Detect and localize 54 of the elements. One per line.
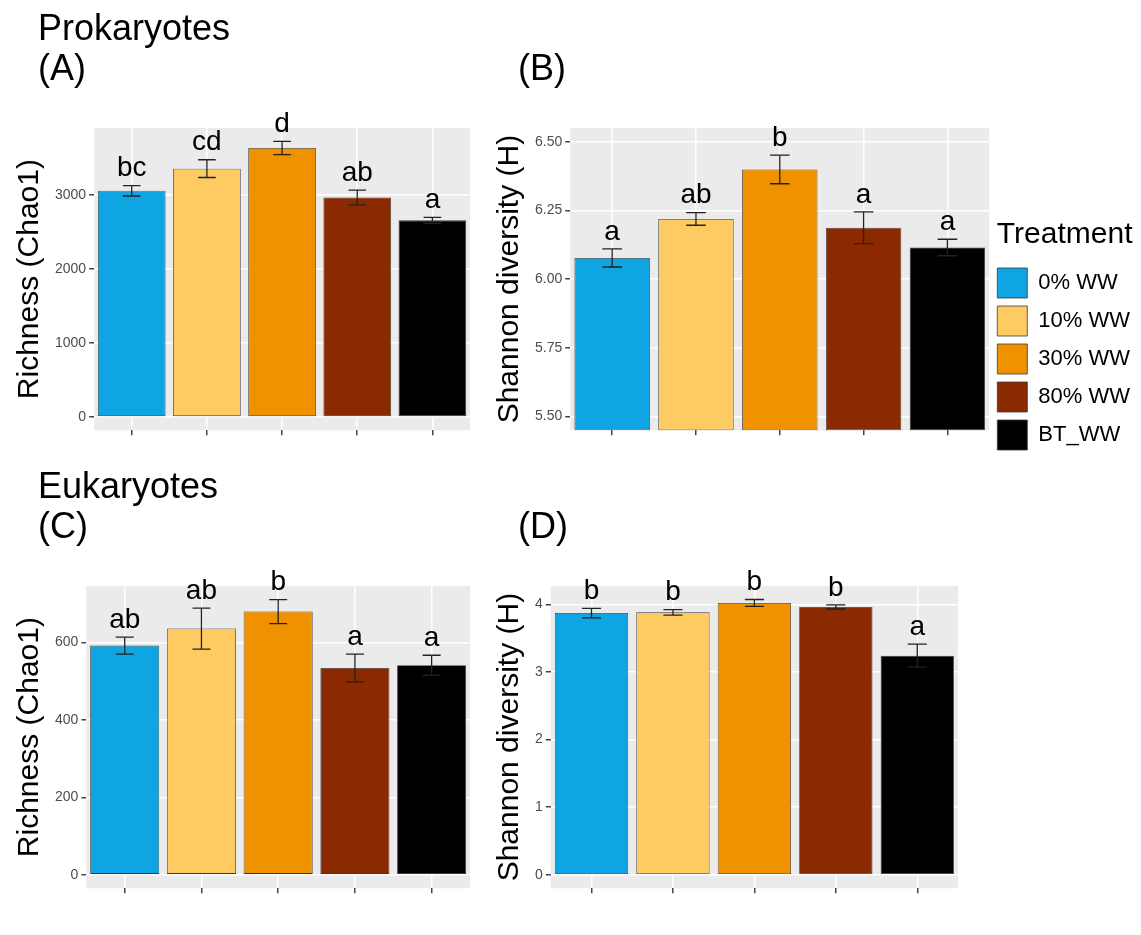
data-label: ab <box>185 573 218 605</box>
y-tick-label: 5.50 <box>535 407 563 424</box>
y-tick-label: 0 <box>70 865 79 882</box>
y-tick-label: 0 <box>534 865 543 882</box>
y-tick-label: 6.25 <box>535 201 563 218</box>
chart-title: Eukaryotes <box>38 465 219 506</box>
y-tick-label: 6.00 <box>535 269 563 286</box>
data-label: a <box>604 214 621 246</box>
chart-title: (B) <box>518 47 566 88</box>
y-tick-label: 1 <box>534 797 543 814</box>
data-label: b <box>270 565 286 597</box>
data-label: cd <box>192 125 222 157</box>
legend-title: Treatment <box>996 216 1134 250</box>
y-axis-title: Richness (Chao1) <box>11 159 45 400</box>
data-label: a <box>855 177 872 209</box>
data-label: a <box>939 204 956 236</box>
data-label: b <box>828 570 844 602</box>
legend-label: 80% WW <box>1038 383 1131 409</box>
y-tick-label: 400 <box>55 710 79 727</box>
chart-title: (D) <box>518 505 568 546</box>
legend-label: 10% WW <box>1038 307 1131 333</box>
data-label: ab <box>680 178 712 210</box>
y-tick-label: 2 <box>534 730 543 747</box>
y-axis-title: Shannon diversity (H) <box>491 134 525 424</box>
y-tick-label: 600 <box>55 633 79 650</box>
data-label: a <box>423 620 440 652</box>
y-tick-label: 200 <box>55 788 79 805</box>
y-tick-label: 6.50 <box>535 132 563 149</box>
data-label: b <box>746 565 763 597</box>
data-label: a <box>424 183 441 215</box>
chart-subtitle: (C) <box>38 505 88 546</box>
data-label: bc <box>116 151 147 183</box>
data-label: ab <box>341 155 373 187</box>
data-label: b <box>583 574 600 606</box>
data-label: b <box>665 575 681 607</box>
y-tick-label: 3000 <box>54 186 87 203</box>
y-axis-title: Richness (Chao1) <box>11 617 45 858</box>
y-axis-title: Shannon diversity (H) <box>491 592 525 882</box>
legend-label: 30% WW <box>1038 345 1131 371</box>
data-label: d <box>274 107 290 139</box>
legend-label: 0% WW <box>1038 269 1118 295</box>
chart-subtitle: (A) <box>38 47 86 88</box>
data-label: b <box>772 120 788 152</box>
y-tick-label: 5.75 <box>535 338 563 355</box>
y-tick-label: 2000 <box>54 259 87 276</box>
chart-title: Prokaryotes <box>38 7 231 48</box>
data-label: a <box>909 609 926 641</box>
y-tick-label: 1000 <box>54 333 87 350</box>
data-label: a <box>347 619 364 651</box>
legend-label: BT_WW <box>1038 421 1121 447</box>
y-tick-label: 0 <box>78 407 87 424</box>
data-label: ab <box>109 602 141 634</box>
y-tick-label: 4 <box>534 595 543 612</box>
y-tick-label: 3 <box>534 662 543 679</box>
